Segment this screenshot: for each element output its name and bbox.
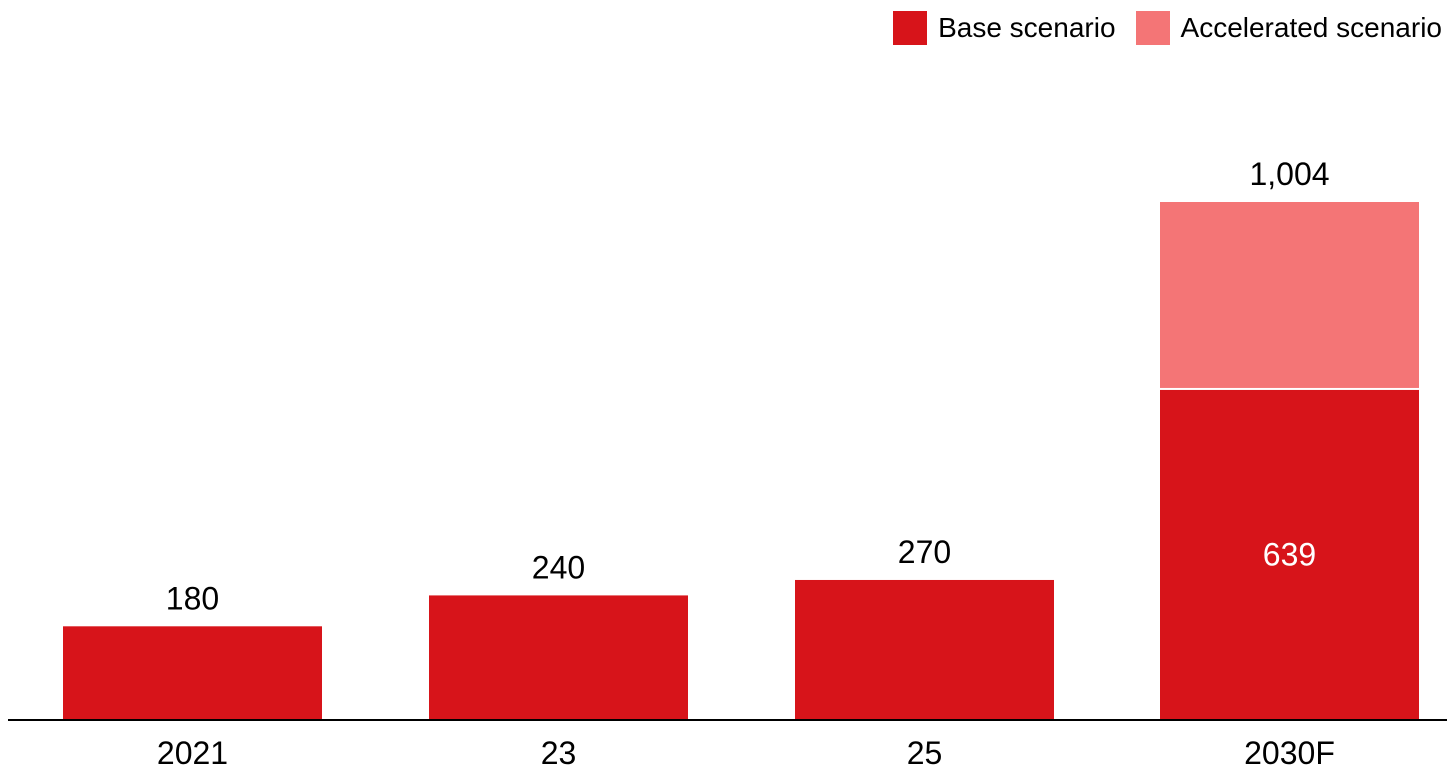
x-tick-label-25: 25 bbox=[907, 735, 943, 771]
data-label-total-2030f: 1,004 bbox=[1249, 156, 1329, 192]
x-tick-label-23: 23 bbox=[541, 735, 577, 771]
data-label-total-25: 270 bbox=[898, 534, 951, 570]
data-label-base-2030f: 639 bbox=[1263, 536, 1316, 572]
legend-label-base: Base scenario bbox=[938, 12, 1116, 43]
data-label-total-2021: 180 bbox=[166, 580, 219, 616]
bar-base-2021 bbox=[63, 626, 322, 719]
legend-label-accelerated: Accelerated scenario bbox=[1180, 12, 1442, 43]
legend-swatch-accelerated bbox=[1135, 11, 1170, 45]
x-tick-label-2030f: 2030F bbox=[1244, 735, 1335, 771]
bar-base-23 bbox=[429, 595, 688, 719]
bar-base-25 bbox=[795, 579, 1054, 719]
legend-swatch-base bbox=[893, 11, 928, 45]
chart-legend: Base scenario Accelerated scenario bbox=[873, 11, 1442, 45]
legend-item-accelerated: Accelerated scenario bbox=[1135, 11, 1442, 45]
legend-item-base: Base scenario bbox=[893, 11, 1116, 45]
data-label-total-23: 240 bbox=[532, 549, 585, 585]
bar-accelerated-2030f bbox=[1160, 202, 1419, 388]
x-tick-label-2021: 2021 bbox=[157, 735, 228, 771]
bar-base-2030f bbox=[1160, 389, 1419, 719]
